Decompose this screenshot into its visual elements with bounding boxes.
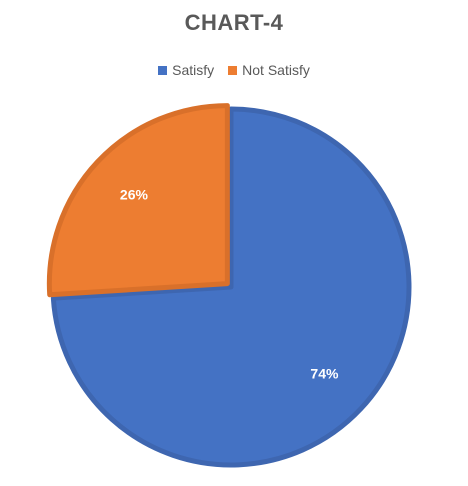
legend-item-satisfy: Satisfy	[158, 62, 214, 78]
legend-swatch-not-satisfy	[228, 65, 238, 75]
legend-swatch-satisfy	[158, 65, 168, 75]
data-label-satisfy: 74%	[310, 365, 339, 381]
pie-slice-satisfy	[50, 106, 412, 468]
chart-title: CHART-4	[184, 10, 284, 35]
chart-legend: Satisfy Not Satisfy	[0, 62, 468, 78]
data-label-not-satisfy: 26%	[120, 187, 149, 203]
legend-item-not-satisfy: Not Satisfy	[228, 62, 310, 78]
pie-slice-not-satisfy	[46, 103, 230, 298]
legend-label-satisfy: Satisfy	[172, 62, 215, 78]
legend-label-not-satisfy: Not Satisfy	[242, 62, 310, 78]
